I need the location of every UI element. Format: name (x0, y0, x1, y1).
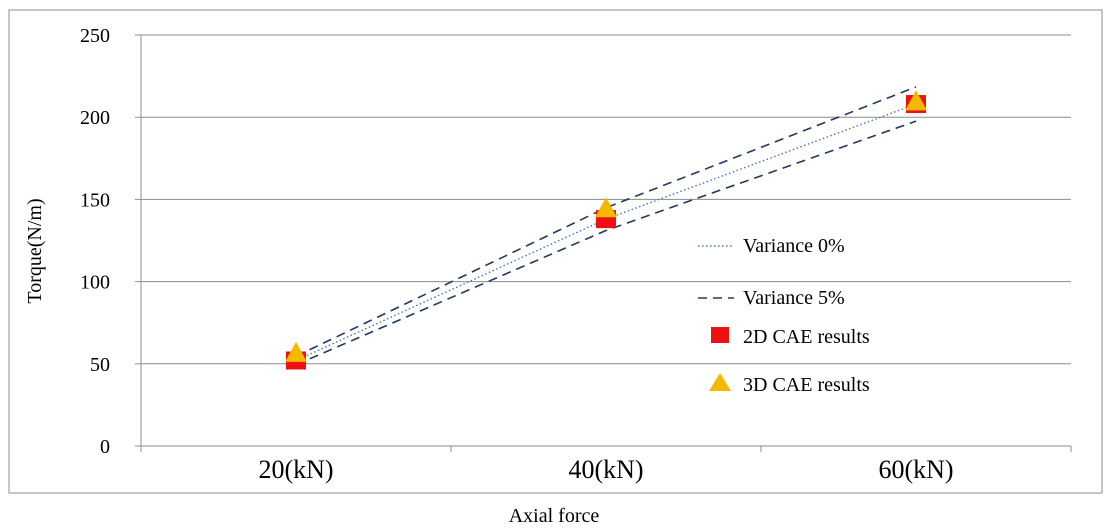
series-line (295, 120, 917, 366)
marker-3d (285, 341, 307, 362)
y-tick-label: 250 (80, 25, 110, 47)
legend-label: 2D CAE results (743, 326, 870, 348)
y-tick-labels: 0 50 100 150 200 250 (80, 25, 110, 458)
y-tick-label: 50 (90, 354, 110, 376)
x-tick-label: 40(kN) (568, 455, 643, 484)
x-axis-title: Axial force (509, 505, 600, 527)
y-tick-label: 100 (80, 272, 110, 294)
x-tick-label: 20(kN) (258, 455, 333, 484)
legend-swatch (711, 327, 729, 343)
chart-border (8, 9, 1103, 494)
marker-3d (595, 197, 617, 218)
marker-3d (905, 90, 927, 111)
y-tick-label: 0 (100, 436, 110, 458)
legend-label: 3D CAE results (743, 374, 870, 396)
legend-swatch (709, 373, 731, 391)
legend-label: Variance 0% (743, 235, 845, 257)
legend: Variance 0% Variance 5% 2D CAE results 3D C… (698, 235, 870, 396)
y-tick-label: 150 (80, 189, 110, 211)
x-tick-label: 60(kN) (878, 455, 953, 484)
series-markers (285, 90, 927, 370)
y-axis-title: Torque(N/m) (24, 198, 46, 303)
axes (135, 34, 1072, 452)
series-line (295, 103, 917, 362)
legend-label: Variance 5% (743, 287, 845, 309)
x-tick-labels: 20(kN) 40(kN) 60(kN) (258, 455, 953, 484)
y-tick-label: 200 (80, 107, 110, 129)
